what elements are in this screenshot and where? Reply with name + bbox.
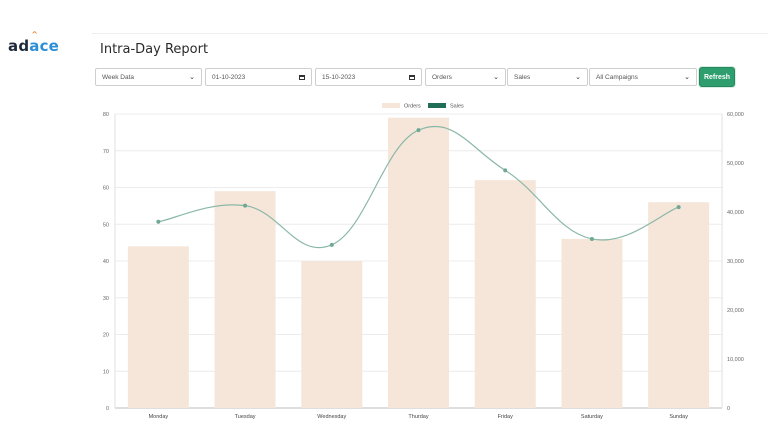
logo-text-ad: ad [8, 37, 30, 55]
chevron-down-icon: ⌄ [684, 74, 690, 81]
chevron-down-icon: ⌄ [189, 74, 195, 81]
left-axis-tick-label: 60 [103, 186, 109, 192]
right-axis-tick-label: 10,000 [727, 357, 744, 363]
left-axis-tick-label: 40 [103, 259, 109, 265]
legend-label-sales: Sales [450, 104, 464, 110]
end-date-field[interactable]: 15-10-2023 [315, 68, 422, 86]
chevron-down-icon: ⌄ [493, 74, 499, 81]
left-axis-tick-label: 30 [103, 296, 109, 302]
primary-metric-value: Orders [432, 73, 452, 81]
chevron-down-icon: ⌄ [575, 74, 581, 81]
secondary-metric-select[interactable]: Sales ⌄ [507, 68, 588, 86]
orders-bar [127, 246, 189, 408]
campaigns-select[interactable]: All Campaigns ⌄ [589, 68, 697, 86]
left-y-axis: 0 10 20 30 40 50 60 70 80 [103, 112, 109, 412]
orders-bar [214, 191, 276, 408]
x-axis-tick-label: Thurday [408, 414, 428, 420]
right-axis-tick-label: 30,000 [727, 259, 744, 265]
logo-caret-icon: ^ [31, 30, 39, 39]
campaigns-value: All Campaigns [596, 73, 638, 81]
x-axis-tick-label: Tuesday [235, 414, 256, 420]
legend-swatch-orders [382, 103, 400, 108]
right-axis-tick-label: 20,000 [727, 308, 744, 314]
sales-point [416, 128, 421, 133]
chart-legend: Orders Sales [382, 103, 464, 110]
sales-point [243, 203, 248, 208]
calendar-icon[interactable] [299, 74, 305, 80]
sales-point [503, 168, 508, 173]
left-axis-tick-label: 10 [103, 369, 109, 375]
left-axis-tick-label: 70 [103, 149, 109, 155]
x-axis: Monday Tuesday Wednesday Thurday Friday Satur… [149, 414, 689, 420]
brand-logo[interactable]: ad ^ ace [8, 30, 60, 55]
sales-line-series [156, 125, 681, 249]
start-date-value: 01-10-2023 [212, 73, 246, 81]
sales-point [329, 242, 334, 247]
primary-metric-select[interactable]: Orders ⌄ [425, 68, 506, 86]
sales-point [676, 205, 681, 210]
calendar-icon[interactable] [409, 74, 415, 80]
orders-bar [648, 202, 710, 408]
header-divider [92, 33, 768, 34]
orders-bar [301, 261, 363, 408]
logo-text-ace: ^ ace [29, 30, 60, 55]
x-axis-tick-label: Monday [149, 414, 169, 420]
sales-point [156, 219, 161, 224]
legend-label-orders: Orders [404, 104, 421, 110]
period-select-value: Week Data [102, 73, 135, 81]
right-axis-tick-label: 50,000 [727, 161, 744, 167]
right-axis-tick-label: 0 [727, 406, 730, 412]
end-date-value: 15-10-2023 [322, 73, 356, 81]
page-title: Intra-Day Report [100, 42, 209, 57]
x-axis-tick-label: Friday [498, 414, 514, 420]
left-axis-tick-label: 50 [103, 222, 109, 228]
orders-bars [127, 117, 710, 409]
x-axis-tick-label: Saturday [581, 414, 603, 420]
start-date-field[interactable]: 01-10-2023 [205, 68, 312, 86]
right-axis-tick-label: 60,000 [727, 112, 744, 118]
right-axis-tick-label: 40,000 [727, 210, 744, 216]
left-axis-tick-label: 0 [106, 406, 109, 412]
orders-bar [388, 117, 449, 409]
x-axis-tick-label: Sunday [669, 414, 688, 420]
left-axis-tick-label: 20 [103, 333, 109, 339]
right-y-axis: 0 10,000 20,000 30,000 40,000 50,000 60,000 [727, 112, 744, 412]
secondary-metric-value: Sales [514, 73, 531, 81]
orders-bar [474, 180, 536, 408]
orders-bar [561, 238, 623, 408]
refresh-button[interactable]: Refresh [699, 67, 735, 87]
sales-point [589, 236, 594, 241]
legend-swatch-sales [428, 103, 446, 108]
x-axis-tick-label: Wednesday [317, 414, 346, 420]
period-select[interactable]: Week Data ⌄ [95, 68, 202, 86]
left-axis-tick-label: 80 [103, 112, 109, 118]
